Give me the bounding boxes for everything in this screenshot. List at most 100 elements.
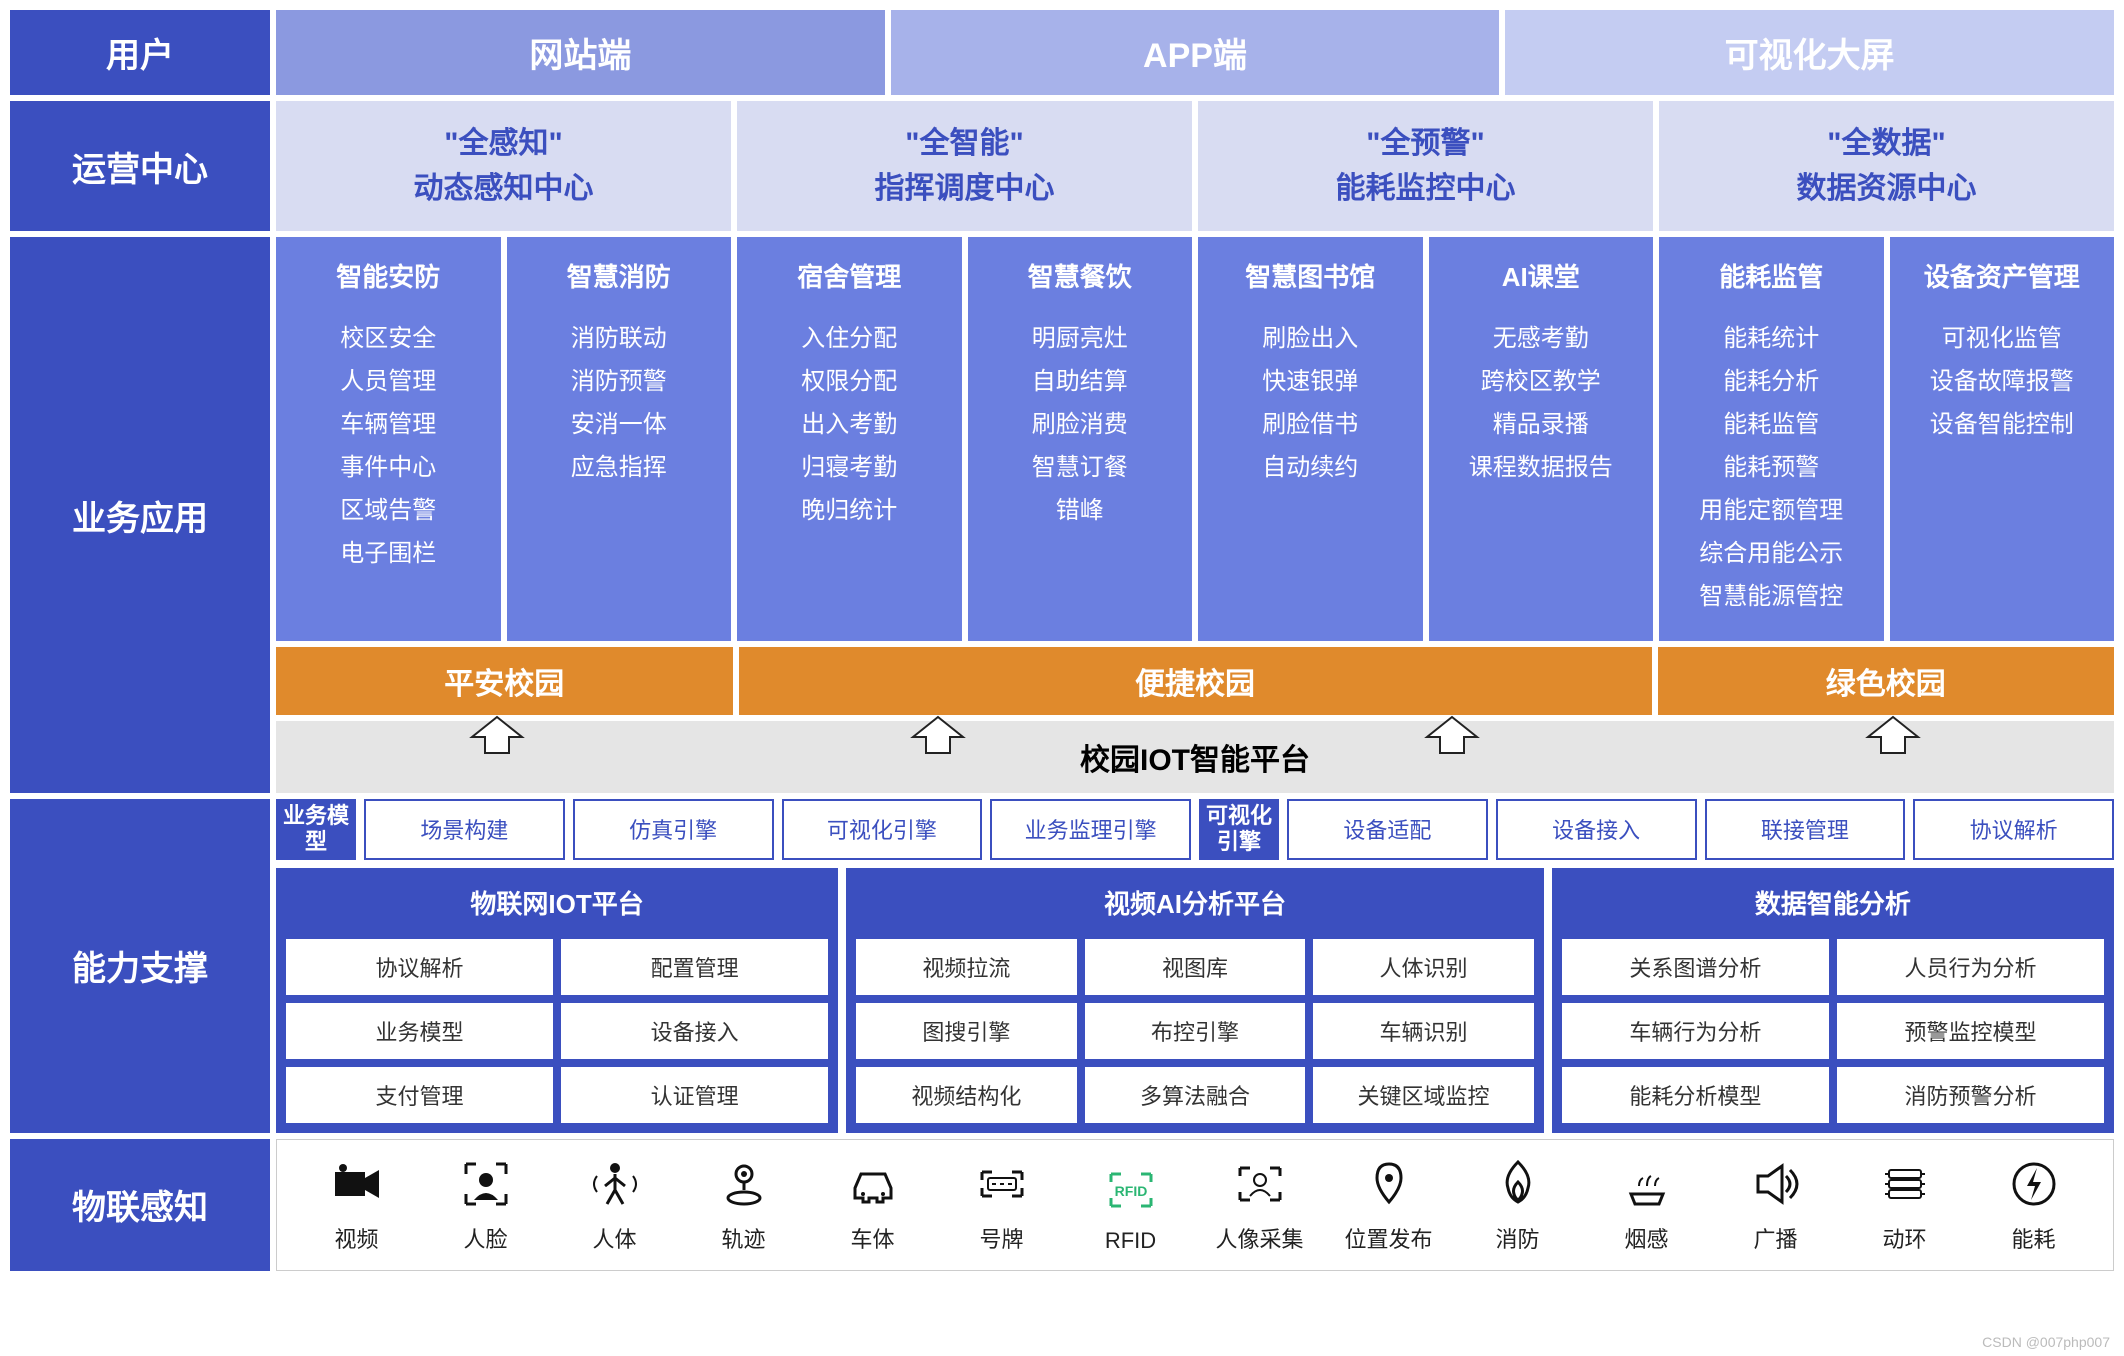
sense-label: 位置发布 [1344,1222,1432,1254]
biz-item: 明厨亮灶 [1032,318,1128,353]
strip-label-0: 业务模型 [276,799,356,860]
biz-item: 车辆管理 [340,404,436,439]
sense-item-10: 烟感 [1587,1156,1706,1254]
biz-item: 安消一体 [571,404,667,439]
biz-item: 应急指挥 [571,447,667,482]
biz-item: 刷脸借书 [1262,404,1358,439]
track-icon [716,1156,772,1212]
biz-item: 可视化监管 [1942,318,2062,353]
biz-item: 刷脸出入 [1262,318,1358,353]
strip-cell: 可视化引擎 [782,799,983,860]
biz-item: 归寝考勤 [801,447,897,482]
panel-title: 视频AI分析平台 [856,878,1534,931]
sense-label: 人体 [592,1222,636,1254]
user-tab-web: 网站端 [276,10,885,95]
biz-banner-2: 绿色校园 [1658,647,2115,715]
row-user: 用户 网站端 APP端 可视化大屏 [10,10,2114,95]
biz-card-title: AI课堂 [1502,257,1580,294]
smoke-icon [1619,1156,1675,1212]
arrow-up-icon [1422,715,1482,755]
sense-label: 视频 [334,1222,378,1254]
biz-item: 能耗统计 [1723,318,1819,353]
panel-title: 物联网IOT平台 [286,878,828,931]
ops-tab-3: "全数据"数据资源中心 [1659,101,2114,231]
biz-card-title: 宿舍管理 [797,257,901,294]
biz-card-2: 宿舍管理入住分配权限分配出入考勤归寝考勤晚归统计 [737,237,962,641]
panel-0: 物联网IOT平台协议解析配置管理业务模型设备接入支付管理认证管理 [276,868,838,1133]
biz-item: 入住分配 [801,318,897,353]
biz-item: 消防联动 [571,318,667,353]
panel-cell: 关系图谱分析 [1562,939,1829,995]
biz-item: 能耗分析 [1723,361,1819,396]
architecture-diagram: 用户 网站端 APP端 可视化大屏 运营中心 "全感知"动态感知中心"全智能"指… [10,10,2114,1271]
biz-item: 人员管理 [340,361,436,396]
strip-cell: 场景构建 [364,799,565,860]
biz-item: 智慧能源管控 [1699,576,1843,611]
biz-banners: 平安校园便捷校园绿色校园 [276,647,2114,715]
panel-cell: 预警监控模型 [1837,1003,2104,1059]
panel-cell: 车辆行为分析 [1562,1003,1829,1059]
side-user: 用户 [10,10,270,95]
sense-item-5: 号牌 [942,1156,1061,1254]
row-ops: 运营中心 "全感知"动态感知中心"全智能"指挥调度中心"全预警"能耗监控中心"全… [10,101,2114,231]
body-icon [587,1156,643,1212]
panel-title: 数据智能分析 [1562,878,2104,931]
biz-card-7: 设备资产管理可视化监管设备故障报警设备智能控制 [1890,237,2115,641]
panel-cell: 车辆识别 [1313,1003,1534,1059]
env-icon [1877,1156,1933,1212]
biz-item: 能耗监管 [1723,404,1819,439]
row-biz: 业务应用 智能安防校区安全人员管理车辆管理事件中心区域告警电子围栏智慧消防消防联… [10,237,2114,793]
biz-item: 设备智能控制 [1930,404,2074,439]
sense-label: 轨迹 [721,1222,765,1254]
panel-1: 视频AI分析平台视频拉流视图库人体识别图搜引擎布控引擎车辆识别视频结构化多算法融… [846,868,1544,1133]
sense-item-8: 位置发布 [1329,1156,1448,1254]
biz-item: 课程数据报告 [1469,447,1613,482]
biz-item: 智慧订餐 [1032,447,1128,482]
biz-item: 电子围栏 [340,533,436,568]
side-biz: 业务应用 [10,237,270,793]
biz-card-title: 智慧图书馆 [1245,257,1375,294]
panel-cell: 配置管理 [561,939,828,995]
biz-item: 无感考勤 [1493,318,1589,353]
side-ops: 运营中心 [10,101,270,231]
sense-item-4: 车体 [813,1156,932,1254]
biz-card-title: 能耗监管 [1719,257,1823,294]
panel-cell: 关键区域监控 [1313,1067,1534,1123]
sense-label: 人脸 [463,1222,507,1254]
user-tab-app: APP端 [891,10,1500,95]
ops-tabs: "全感知"动态感知中心"全智能"指挥调度中心"全预警"能耗监控中心"全数据"数据… [276,101,2114,231]
biz-wrap: 智能安防校区安全人员管理车辆管理事件中心区域告警电子围栏智慧消防消防联动消防预警… [276,237,2114,793]
ops-tab-0: "全感知"动态感知中心 [276,101,731,231]
cap-panels: 物联网IOT平台协议解析配置管理业务模型设备接入支付管理认证管理视频AI分析平台… [276,868,2114,1133]
ops-tab-2: "全预警"能耗监控中心 [1198,101,1653,231]
panel-cell: 视频拉流 [856,939,1077,995]
location-icon [1361,1156,1417,1212]
panel-cell: 布控引擎 [1085,1003,1306,1059]
biz-item: 错峰 [1056,490,1104,525]
portrait-icon [1232,1156,1288,1212]
sense-label: 能耗 [2011,1222,2055,1254]
sense-item-11: 广播 [1716,1156,1835,1254]
sense-label: 人像采集 [1215,1222,1303,1254]
plate-icon [974,1156,1030,1212]
panel-2: 数据智能分析关系图谱分析人员行为分析车辆行为分析预警监控模型能耗分析模型消防预警… [1552,868,2114,1133]
biz-item: 自动续约 [1262,447,1358,482]
biz-banner-1: 便捷校园 [739,647,1652,715]
row-cap: 能力支撑 业务模型场景构建仿真引擎可视化引擎业务监理引擎可视化引擎设备适配设备接… [10,799,2114,1133]
biz-item: 出入考勤 [801,404,897,439]
cap-strips: 业务模型场景构建仿真引擎可视化引擎业务监理引擎可视化引擎设备适配设备接入联接管理… [276,799,2114,860]
strip-cell: 业务监理引擎 [990,799,1191,860]
side-sense: 物联感知 [10,1139,270,1271]
biz-item: 消防预警 [571,361,667,396]
panel-cell: 设备接入 [561,1003,828,1059]
car-icon [845,1156,901,1212]
biz-card-title: 智慧消防 [567,257,671,294]
biz-card-5: AI课堂无感考勤跨校区教学精品录播课程数据报告 [1429,237,1654,641]
panel-cell: 视图库 [1085,939,1306,995]
fire-icon [1490,1156,1546,1212]
biz-item: 跨校区教学 [1481,361,1601,396]
biz-item: 校区安全 [340,318,436,353]
platform-bar: 校园IOT智能平台 [276,721,2114,793]
strip-cell: 设备适配 [1287,799,1488,860]
face-icon [458,1156,514,1212]
